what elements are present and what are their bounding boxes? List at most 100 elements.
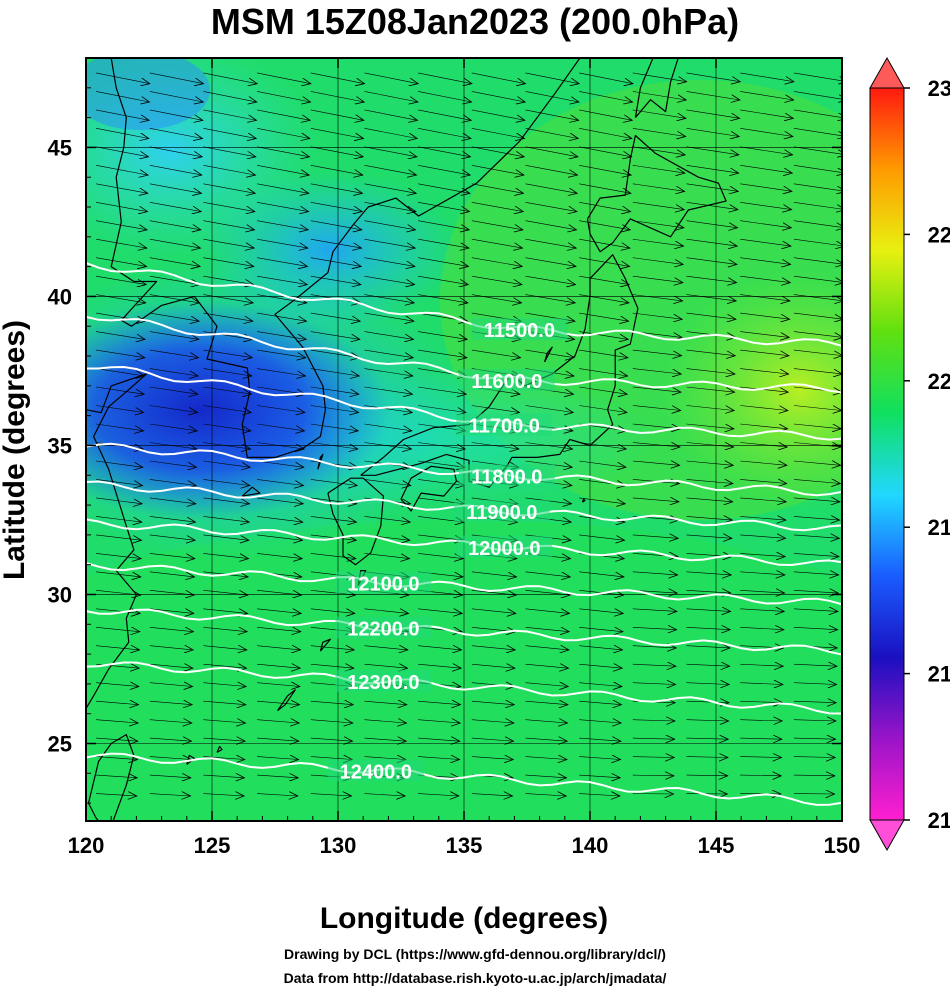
wind-vector (740, 349, 789, 356)
wind-vector (203, 720, 245, 723)
wind-vector (525, 349, 575, 358)
wind-vector (257, 423, 304, 431)
wind-vector (149, 386, 198, 394)
wind-vector (793, 91, 842, 100)
wind-vector (203, 664, 246, 668)
wind-vector (740, 535, 785, 538)
contour-label-backdrop (456, 413, 553, 436)
wind-vector (96, 460, 143, 467)
wind-vector (149, 516, 196, 522)
wind-vector (364, 72, 419, 84)
contour-label: 12400.0 (340, 761, 412, 783)
wind-vector (740, 479, 786, 483)
wind-vector (203, 331, 252, 340)
wind-vector (257, 609, 301, 614)
wind-vector (740, 609, 784, 612)
wind-vector (740, 775, 781, 776)
wind-vector (632, 498, 679, 502)
wind-vector (525, 202, 577, 211)
wind-vector (471, 720, 514, 723)
wind-vector (740, 312, 789, 319)
x-tick-label: 130 (320, 833, 357, 858)
wind-vector (418, 202, 469, 211)
colorbar-scale (869, 87, 905, 821)
wind-vector (257, 497, 303, 504)
wind-vector (579, 257, 629, 267)
wind-vector (579, 165, 631, 175)
wind-vector (632, 368, 681, 374)
wind-vector (579, 683, 622, 687)
wind-vector (149, 183, 202, 194)
wind-vector (632, 165, 685, 173)
wind-vector (257, 220, 308, 230)
wind-vector (686, 443, 734, 448)
wind-vector (203, 757, 244, 760)
wind-vector (96, 128, 149, 138)
wind-vector (418, 109, 471, 120)
wind-vector (793, 683, 837, 685)
wind-vector (96, 368, 144, 376)
wind-vector (525, 109, 579, 120)
wind-vector (203, 405, 251, 413)
wind-vector (149, 349, 199, 358)
wind-vector (149, 165, 202, 175)
wind-vector (418, 664, 461, 668)
wind-vector (686, 535, 732, 538)
colorbar-min-extension (869, 819, 905, 852)
wind-vector (579, 368, 627, 376)
wind-vector (364, 128, 418, 138)
wind-vector (257, 553, 302, 558)
wind-vector (579, 775, 620, 778)
wind-vector (740, 202, 791, 209)
wind-vector (740, 220, 791, 228)
wind-vector (525, 609, 570, 614)
wind-vector (686, 72, 741, 82)
wind-vector (740, 701, 782, 703)
wind-vector (632, 146, 685, 155)
contour-label-backdrop (327, 759, 424, 782)
wind-vector (149, 109, 203, 120)
wind-vector (793, 720, 836, 721)
wind-vector (793, 238, 842, 246)
wind-vector (525, 220, 577, 230)
wind-vector (149, 460, 197, 467)
x-axis-label: Longitude (degrees) (320, 902, 608, 935)
wind-vector (149, 646, 193, 650)
wind-vector (96, 553, 141, 558)
wind-vector (203, 479, 249, 485)
wind-vector (471, 72, 526, 84)
wind-vector (96, 183, 148, 194)
contour-line (86, 661, 842, 715)
wind-vector (686, 312, 736, 319)
wind-vector (686, 683, 730, 685)
wind-vector (579, 497, 625, 504)
wind-vector (310, 720, 353, 723)
wind-vector (632, 443, 680, 448)
wind-vector (149, 664, 193, 668)
wind-vector (579, 294, 629, 303)
wind-vector (579, 146, 631, 157)
contour-label: 11500.0 (484, 320, 555, 342)
wind-vector (525, 257, 576, 267)
wind-vector (579, 128, 632, 138)
wind-vector (96, 202, 147, 211)
wind-vector (310, 238, 362, 248)
wind-vector (632, 202, 684, 209)
wind-vector (686, 590, 731, 593)
wind-vector (310, 609, 355, 614)
wind-vector (96, 794, 137, 796)
wind-vector (310, 202, 362, 211)
wind-vector (203, 312, 252, 321)
contour-label: 12100.0 (347, 574, 419, 596)
wind-vector (418, 91, 471, 102)
wind-vector (310, 479, 357, 485)
wind-vector (257, 331, 306, 340)
wind-vector (257, 128, 310, 138)
wind-vector (793, 257, 842, 265)
wind-vector (310, 128, 364, 138)
wind-vector (310, 664, 354, 668)
wind-vector (579, 109, 632, 120)
wind-vector (257, 534, 302, 540)
wind-vector (310, 386, 359, 394)
wind-vector (418, 609, 462, 614)
